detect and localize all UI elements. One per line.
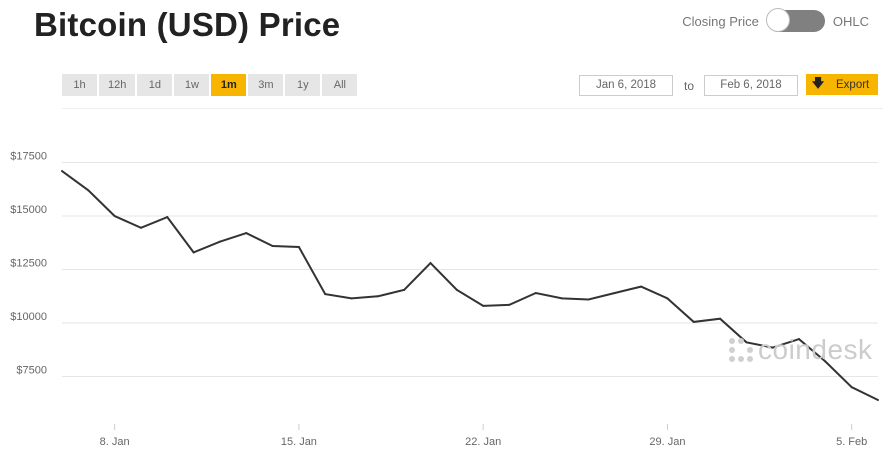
price-point bbox=[429, 262, 432, 265]
price-point bbox=[139, 226, 142, 229]
range-button-1h[interactable]: 1h bbox=[62, 74, 97, 96]
price-point bbox=[87, 189, 90, 192]
y-tick-label: $15000 bbox=[10, 204, 47, 216]
x-tick-label: 8. Jan bbox=[100, 436, 130, 448]
x-tick-label: 15. Jan bbox=[281, 436, 317, 448]
toolbar-divider bbox=[62, 108, 883, 109]
price-point bbox=[745, 341, 748, 344]
range-button-12h[interactable]: 12h bbox=[99, 74, 136, 96]
price-point bbox=[613, 292, 616, 295]
x-axis-labels: 8. Jan 15. Jan 22. Jan 29. Jan 5. Feb bbox=[100, 424, 867, 448]
price-point bbox=[561, 297, 564, 300]
price-point bbox=[324, 293, 327, 296]
price-point bbox=[455, 288, 458, 291]
price-point bbox=[113, 215, 116, 217]
download-arrow-icon: 🡇 bbox=[811, 76, 825, 90]
price-mode-toggle: Closing Price OHLC bbox=[682, 8, 869, 32]
ohlc-toggle-switch[interactable] bbox=[765, 8, 825, 32]
x-tick-label: 5. Feb bbox=[836, 436, 867, 448]
start-date-input[interactable]: Jan 6, 2018 bbox=[579, 75, 673, 96]
price-point bbox=[508, 303, 511, 306]
price-point bbox=[218, 240, 221, 243]
watermark-text: coindesk bbox=[758, 334, 873, 365]
price-point bbox=[245, 232, 248, 235]
range-button-all[interactable]: All bbox=[322, 74, 358, 96]
price-points bbox=[61, 170, 879, 402]
date-range-to-label: to bbox=[684, 79, 695, 93]
x-tick-label: 22. Jan bbox=[465, 436, 501, 448]
range-button-1w[interactable]: 1w bbox=[174, 74, 210, 96]
price-point bbox=[403, 288, 406, 291]
time-range-selector: 1h 12h 1d 1w 1m 3m 1y All bbox=[62, 74, 358, 96]
grid-lines bbox=[62, 162, 878, 377]
y-axis-labels: $7500 $10000 $12500 $15000 $17500 bbox=[10, 151, 47, 377]
price-point bbox=[692, 320, 695, 323]
x-tick-label: 29. Jan bbox=[649, 436, 685, 448]
page-title: Bitcoin (USD) Price bbox=[34, 6, 341, 43]
price-point bbox=[192, 251, 195, 254]
coindesk-watermark: coindesk bbox=[728, 334, 873, 366]
price-point bbox=[350, 297, 353, 300]
range-button-1y[interactable]: 1y bbox=[285, 74, 321, 96]
price-point bbox=[376, 295, 379, 298]
export-label: Export bbox=[836, 78, 870, 91]
price-point bbox=[297, 246, 300, 249]
y-tick-label: $7500 bbox=[16, 365, 47, 377]
range-button-3m[interactable]: 3m bbox=[248, 74, 284, 96]
price-point bbox=[824, 360, 827, 363]
export-button[interactable]: 🡇 Export bbox=[806, 74, 878, 95]
toggle-knob[interactable] bbox=[765, 8, 790, 32]
price-point bbox=[798, 338, 801, 341]
end-date-input[interactable]: Feb 6, 2018 bbox=[704, 75, 798, 96]
price-point bbox=[850, 386, 853, 389]
price-point bbox=[534, 292, 537, 295]
price-point bbox=[587, 298, 590, 301]
ohlc-label: OHLC bbox=[832, 13, 869, 29]
closing-price-label: Closing Price bbox=[682, 13, 759, 29]
price-point bbox=[166, 216, 169, 219]
range-button-1d[interactable]: 1d bbox=[137, 74, 173, 96]
price-point bbox=[640, 285, 643, 288]
y-tick-label: $17500 bbox=[10, 151, 47, 163]
price-line-chart: $7500 $10000 $12500 $15000 $17500 8. Jan 15. … bbox=[10, 151, 879, 448]
price-point bbox=[666, 297, 669, 300]
price-point bbox=[271, 244, 274, 247]
y-tick-label: $10000 bbox=[10, 311, 47, 323]
y-tick-label: $12500 bbox=[10, 258, 47, 270]
price-point bbox=[719, 317, 722, 320]
coindesk-logo-icon bbox=[729, 338, 753, 362]
price-point bbox=[482, 304, 485, 307]
price-point bbox=[61, 170, 63, 173]
price-point bbox=[877, 399, 879, 402]
range-button-1m[interactable]: 1m bbox=[211, 74, 247, 96]
price-point bbox=[771, 346, 774, 349]
